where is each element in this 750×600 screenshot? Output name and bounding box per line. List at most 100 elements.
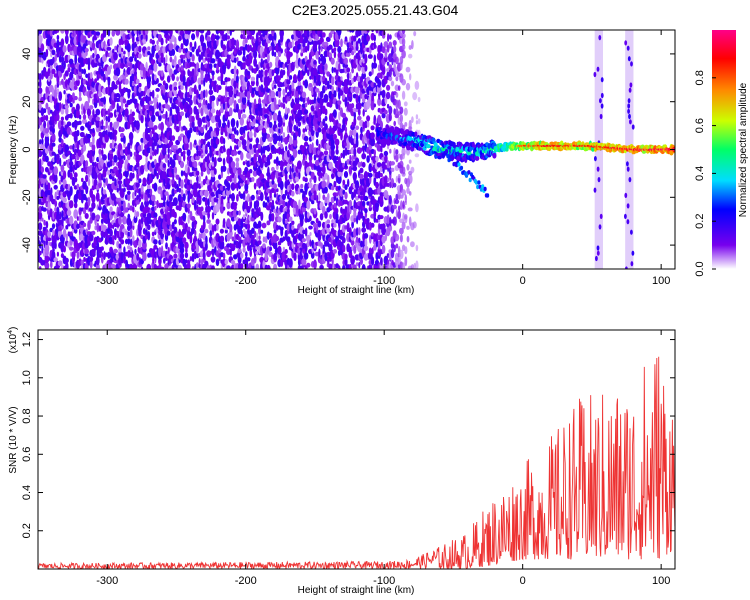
spectrogram-noise-cell — [235, 75, 239, 84]
spectrogram-noise-cell — [286, 208, 290, 215]
spectrogram-signal-cell — [437, 155, 442, 160]
spectrogram-noise-cell — [353, 129, 357, 138]
spectrogram-noise-cell — [173, 219, 177, 225]
spectrogram-noise-cell — [353, 244, 357, 254]
spectrogram-noise-cell — [147, 224, 151, 231]
spectrogram-noise-cell — [235, 157, 240, 162]
spectrogram-noise-cell — [191, 197, 195, 203]
spectrogram-noise-cell — [62, 179, 67, 186]
spectrogram-noise-cell — [205, 242, 208, 250]
spectrogram-noise-cell — [289, 84, 293, 95]
spectrogram-noise-cell — [253, 49, 258, 59]
spectrogram-noise-cell — [327, 174, 330, 184]
spectrogram-noise-cell — [211, 160, 215, 167]
spectrogram-noise-cell — [395, 107, 399, 118]
spectrogram-band-cell — [629, 119, 632, 125]
spectrogram-noise-cell — [91, 161, 95, 167]
spectrogram-noise-cell — [404, 256, 408, 267]
spectrogram-noise-cell — [308, 225, 313, 230]
spectrogram-noise-cell — [231, 127, 235, 132]
spectrogram-noise-cell — [360, 258, 363, 265]
spectrogram-noise-cell — [366, 115, 371, 122]
spectrogram-noise-cell — [81, 110, 84, 115]
spectrogram-noise-cell — [64, 30, 69, 36]
spectrogram-noise-cell — [151, 89, 155, 99]
spectrogram-noise-cell — [344, 191, 348, 200]
spectrogram-noise-cell — [230, 161, 236, 169]
spectrogram-noise-cell — [107, 115, 111, 123]
spectrogram-noise-cell — [273, 188, 277, 195]
spectrogram-noise-cell — [291, 163, 294, 168]
spectrogram-noise-cell — [180, 170, 184, 177]
spectrogram-noise-cell — [216, 223, 219, 231]
spectrogram-noise-cell — [105, 49, 109, 58]
spectrogram-noise-cell — [38, 266, 42, 269]
spectrogram-noise-cell — [182, 237, 187, 244]
spectrogram-noise-cell — [238, 226, 242, 231]
spectrogram-noise-cell — [279, 30, 284, 38]
spectrogram-noise-cell — [330, 137, 335, 147]
spectrogram-noise-cell — [169, 194, 173, 202]
spectrogram-noise-cell — [131, 166, 135, 173]
spectrogram-noise-cell — [309, 239, 312, 247]
spectrogram-noise-cell — [304, 97, 308, 102]
spectrogram-noise-cell — [60, 264, 64, 269]
spectrogram-noise-cell — [246, 34, 251, 40]
spectrogram-noise-cell — [298, 199, 301, 209]
spectrogram-noise-cell — [271, 166, 275, 172]
spectrogram-noise-cell — [60, 38, 65, 47]
spectrogram-noise-cell — [207, 103, 211, 110]
spectrogram-noise-cell — [282, 246, 285, 252]
spectrogram-noise-cell — [390, 242, 395, 249]
spectrogram-noise-cell — [253, 58, 257, 67]
spectrogram-noise-cell — [373, 82, 377, 88]
spectrogram-noise-cell — [38, 139, 42, 145]
spectrogram-noise-cell — [53, 173, 58, 184]
spectrogram-noise-cell — [200, 154, 204, 159]
spectrogram-noise-cell — [250, 76, 256, 82]
spectrogram-noise-cell — [69, 186, 73, 196]
spectrogram-noise-cell — [236, 68, 239, 76]
spectrogram-noise-cell — [246, 170, 251, 180]
spectrogram-noise-cell — [344, 36, 348, 42]
spectrogram-noise-cell — [347, 178, 350, 187]
spectrogram-noise-cell — [328, 263, 333, 269]
spectrogram-noise-cell — [69, 160, 74, 167]
spectrogram-noise-cell — [277, 50, 282, 58]
spectrogram-noise-cell — [262, 70, 266, 77]
spectrogram-noise-cell — [331, 48, 335, 54]
spectrogram-noise-cell — [173, 189, 177, 194]
spectrogram-noise-cell — [285, 201, 288, 207]
spectrogram-noise-cell — [153, 149, 157, 156]
spectrogram-noise-cell — [221, 64, 227, 71]
spectrogram-noise-cell — [60, 65, 65, 74]
spectrogram-noise-cell — [47, 106, 51, 116]
spectrogram-noise-cell — [361, 227, 367, 233]
spectrogram-noise-cell — [300, 43, 303, 54]
spectrogram-noise-cell — [100, 246, 104, 251]
spectrogram-noise-cell — [185, 259, 188, 264]
spectrogram-noise-cell — [237, 247, 242, 254]
spectrogram-noise-cell — [61, 139, 64, 146]
spectrogram-noise-cell — [374, 202, 380, 208]
spectrogram-noise-cell — [56, 88, 60, 94]
spectrogram-noise-cell — [133, 30, 138, 35]
spectrogram-noise-cell — [126, 43, 131, 53]
spectrogram-noise-cell — [338, 104, 341, 111]
spectrogram-noise-cell — [238, 109, 242, 119]
spectrogram-band-cell — [624, 213, 627, 219]
spectrogram-noise-cell — [122, 98, 127, 104]
spectrogram-noise-cell — [313, 208, 317, 215]
spectrogram-noise-cell — [286, 78, 291, 85]
spectrogram-noise-cell — [123, 200, 126, 211]
spectrogram-noise-cell — [227, 167, 230, 175]
spectrogram-noise-cell — [408, 191, 412, 196]
spectrogram-noise-cell — [361, 72, 367, 80]
spectrogram-noise-cell — [410, 241, 415, 248]
spectrogram-noise-cell — [273, 193, 277, 198]
spectrogram-noise-cell — [313, 97, 317, 104]
spectrogram-noise-cell — [84, 100, 90, 111]
spectrogram-noise-cell — [226, 182, 231, 191]
spectrogram-noise-cell — [353, 117, 357, 127]
spectrogram-noise-cell — [180, 189, 184, 197]
